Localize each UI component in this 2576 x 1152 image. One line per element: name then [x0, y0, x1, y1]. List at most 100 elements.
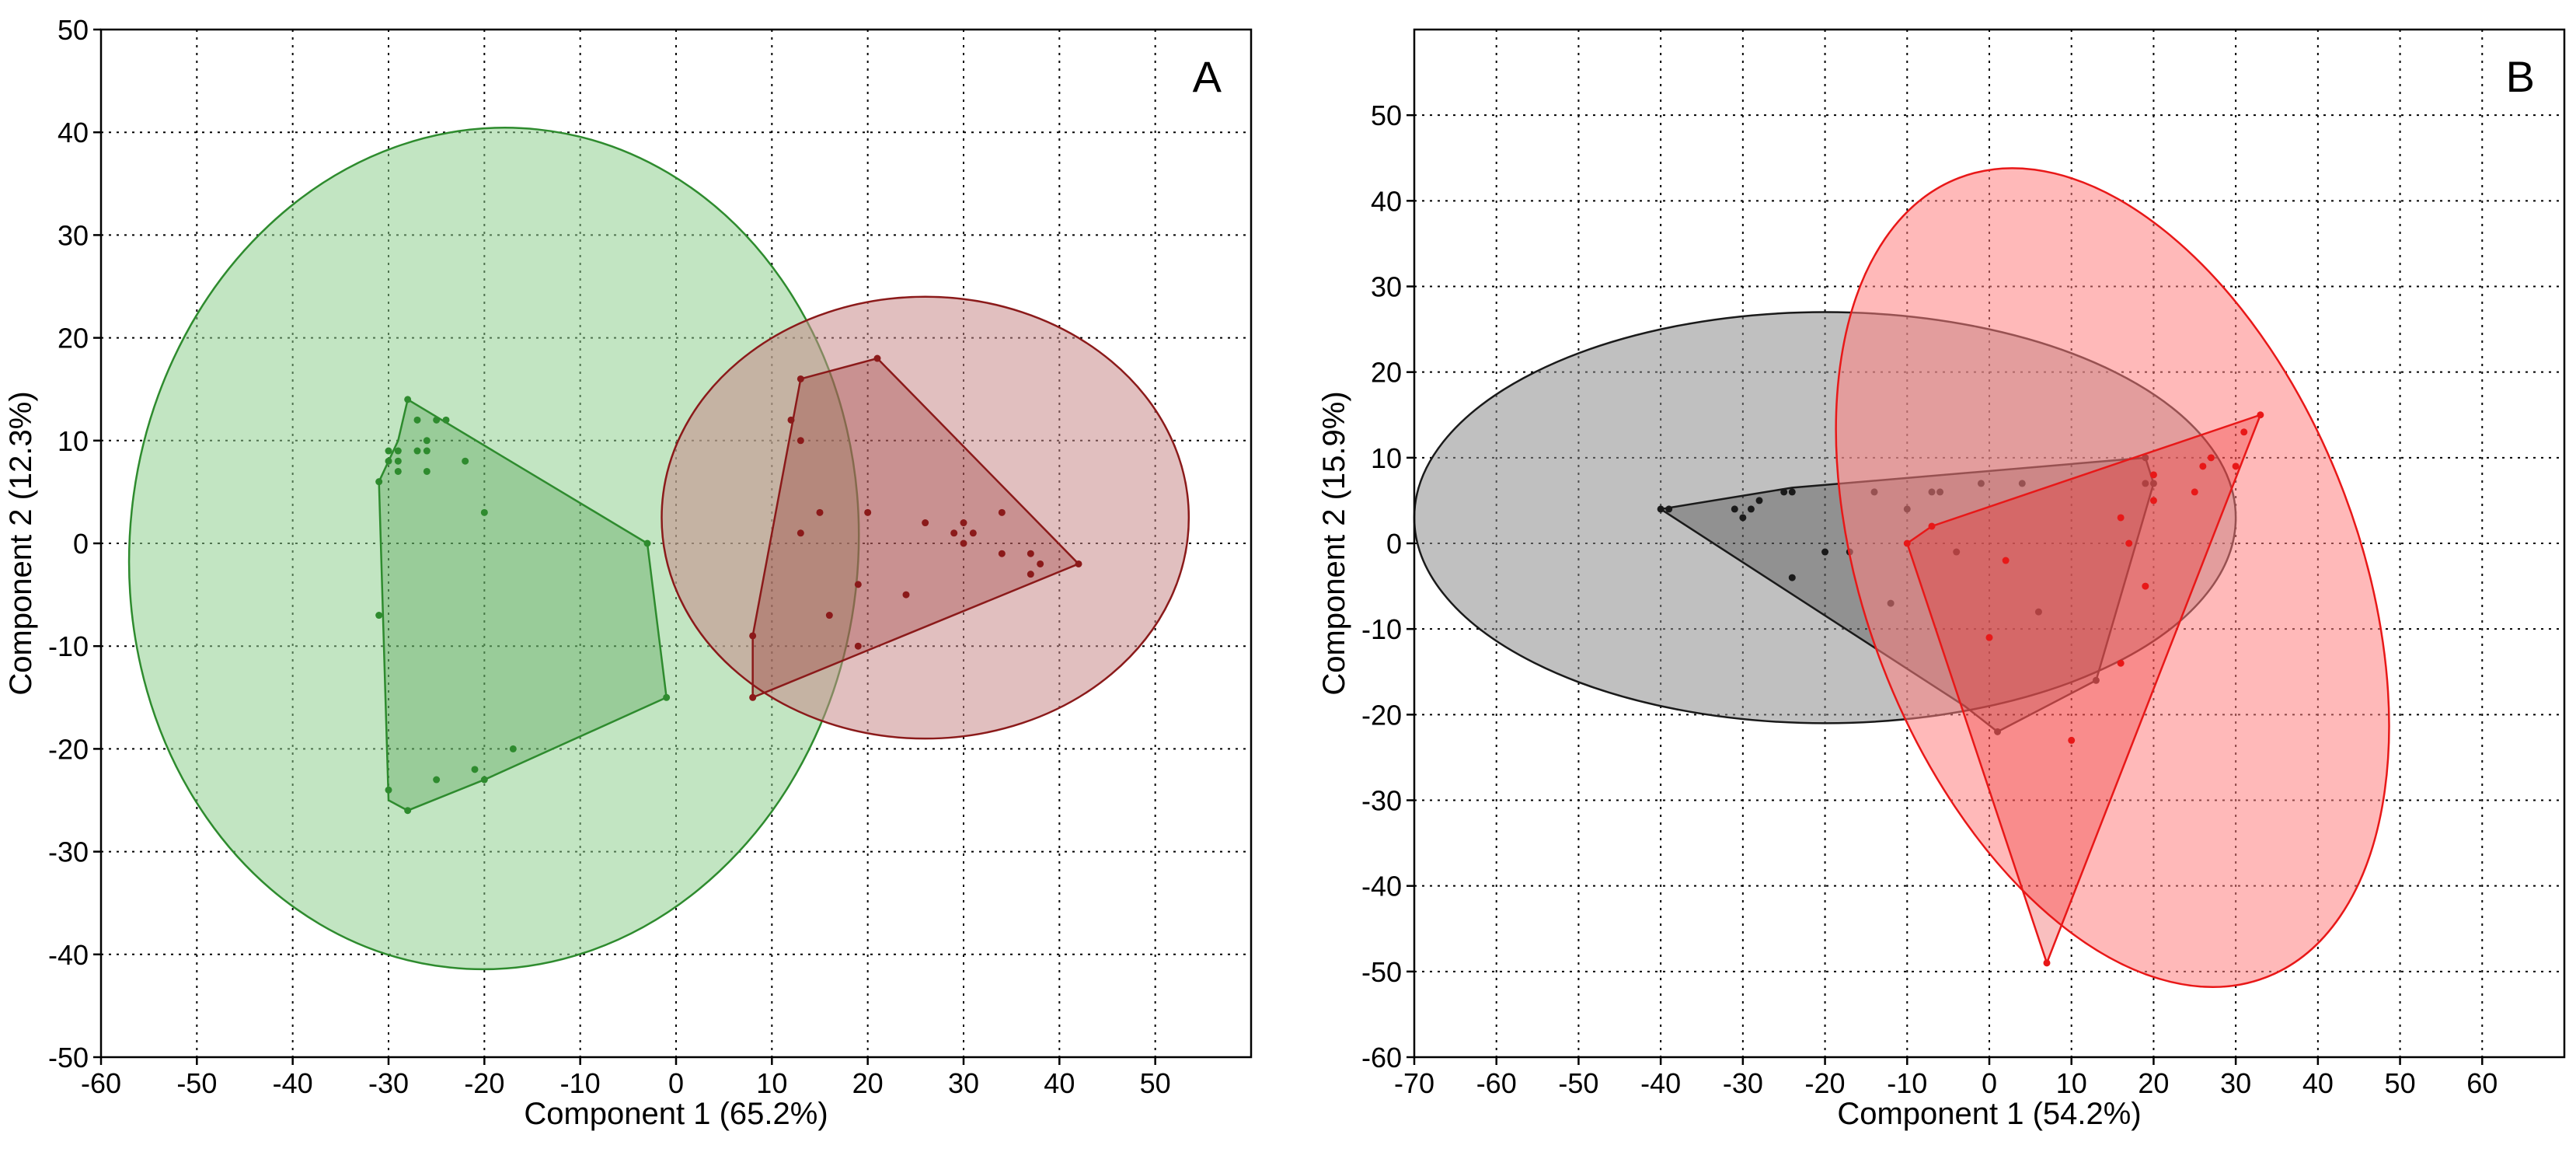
data-point — [2125, 539, 2133, 547]
data-point — [663, 693, 671, 701]
data-point — [816, 508, 824, 516]
data-point — [385, 447, 392, 455]
data-point — [423, 467, 430, 475]
x-tick-label: -60 — [81, 1067, 121, 1099]
x-tick-label: 40 — [2302, 1067, 2334, 1099]
x-tick-label: 40 — [1044, 1067, 1075, 1099]
y-tick-label: -30 — [1361, 785, 1402, 817]
y-tick-label: -20 — [1361, 699, 1402, 731]
y-tick-label: 20 — [58, 323, 89, 354]
data-point — [394, 467, 402, 475]
data-point — [2240, 428, 2248, 436]
y-tick-label: 0 — [73, 528, 89, 560]
data-point — [1747, 505, 1755, 513]
x-tick-label: -50 — [1558, 1067, 1598, 1099]
x-tick-label: -20 — [1805, 1067, 1846, 1099]
data-point — [2257, 411, 2264, 419]
x-tick-label: -30 — [368, 1067, 409, 1099]
confidence-ellipse — [1835, 167, 2390, 988]
y-tick-label: 50 — [58, 14, 89, 46]
y-tick-label: 50 — [1371, 99, 1402, 131]
data-point — [1657, 505, 1664, 513]
data-point — [1739, 514, 1747, 522]
data-point — [2199, 463, 2207, 470]
data-point — [922, 519, 929, 527]
data-point — [873, 354, 881, 362]
data-point — [1665, 505, 1673, 513]
data-point — [433, 776, 441, 784]
data-point — [960, 539, 967, 547]
data-point — [375, 478, 383, 486]
x-tick-label: 0 — [668, 1067, 684, 1099]
data-point — [2002, 557, 2010, 564]
y-tick-label: 40 — [58, 117, 89, 148]
data-point — [2232, 463, 2240, 470]
y-tick-label: -60 — [1361, 1042, 1402, 1073]
x-axis-label: Component 1 (65.2%) — [524, 1097, 828, 1131]
x-tick-label: -10 — [560, 1067, 601, 1099]
x-tick-label: 10 — [2056, 1067, 2087, 1099]
data-point — [509, 745, 517, 752]
confidence-ellipse — [661, 295, 1190, 740]
data-point — [998, 508, 1006, 516]
data-point — [413, 416, 421, 424]
data-point — [1985, 634, 1993, 641]
y-tick-label: 40 — [1371, 185, 1402, 217]
y-tick-label: 30 — [58, 219, 89, 251]
data-point — [2149, 497, 2157, 504]
y-tick-label: 20 — [1371, 357, 1402, 389]
data-point — [902, 591, 910, 599]
data-point — [797, 529, 804, 537]
x-tick-label: 0 — [1982, 1067, 1997, 1099]
data-point — [1027, 550, 1034, 557]
data-point — [2142, 582, 2149, 590]
x-tick-label: 50 — [2385, 1067, 2416, 1099]
data-point — [1037, 560, 1044, 567]
data-point — [2068, 736, 2076, 744]
data-point — [749, 632, 757, 640]
y-axis-label: Component 2 (15.9%) — [1317, 391, 1351, 695]
data-point — [864, 508, 872, 516]
y-tick-label: 10 — [1371, 442, 1402, 474]
y-tick-label: 30 — [1371, 271, 1402, 303]
data-point — [1788, 574, 1796, 581]
x-tick-label: 50 — [1140, 1067, 1171, 1099]
data-point — [1731, 505, 1738, 513]
data-point — [423, 447, 430, 455]
data-point — [2191, 488, 2198, 496]
data-point — [960, 519, 967, 527]
data-point — [797, 437, 804, 445]
data-point — [433, 416, 441, 424]
y-tick-label: -20 — [48, 733, 89, 765]
data-point — [442, 416, 450, 424]
y-tick-label: -50 — [1361, 956, 1402, 988]
data-point — [375, 612, 383, 620]
data-point — [1928, 522, 1936, 530]
data-point — [825, 612, 833, 620]
data-point — [480, 776, 488, 784]
data-point — [2207, 454, 2215, 462]
data-point — [404, 396, 412, 403]
data-point — [1821, 548, 1829, 556]
data-point — [1075, 560, 1082, 567]
data-point — [1788, 488, 1796, 496]
panel-label: B — [2506, 52, 2535, 101]
data-point — [787, 416, 795, 424]
panel-a: -60 -50 -40 -30 -20 -10 0 10 20 30 40 50-50-40-30-2… — [4, 14, 1253, 1131]
y-tick-label: -50 — [48, 1042, 89, 1073]
x-tick-label: -60 — [1476, 1067, 1517, 1099]
data-point — [394, 447, 402, 455]
x-tick-label: -40 — [273, 1067, 313, 1099]
data-point — [797, 375, 804, 382]
x-tick-label: -70 — [1394, 1067, 1434, 1099]
data-point — [413, 447, 421, 455]
data-point — [1780, 488, 1788, 496]
data-point — [423, 437, 430, 445]
x-axis-label: Component 1 (54.2%) — [1837, 1097, 2141, 1131]
data-point — [404, 807, 412, 815]
x-tick-label: -30 — [1723, 1067, 1763, 1099]
data-point — [394, 457, 402, 465]
x-tick-label: 60 — [2466, 1067, 2498, 1099]
x-tick-label: -40 — [1640, 1067, 1681, 1099]
